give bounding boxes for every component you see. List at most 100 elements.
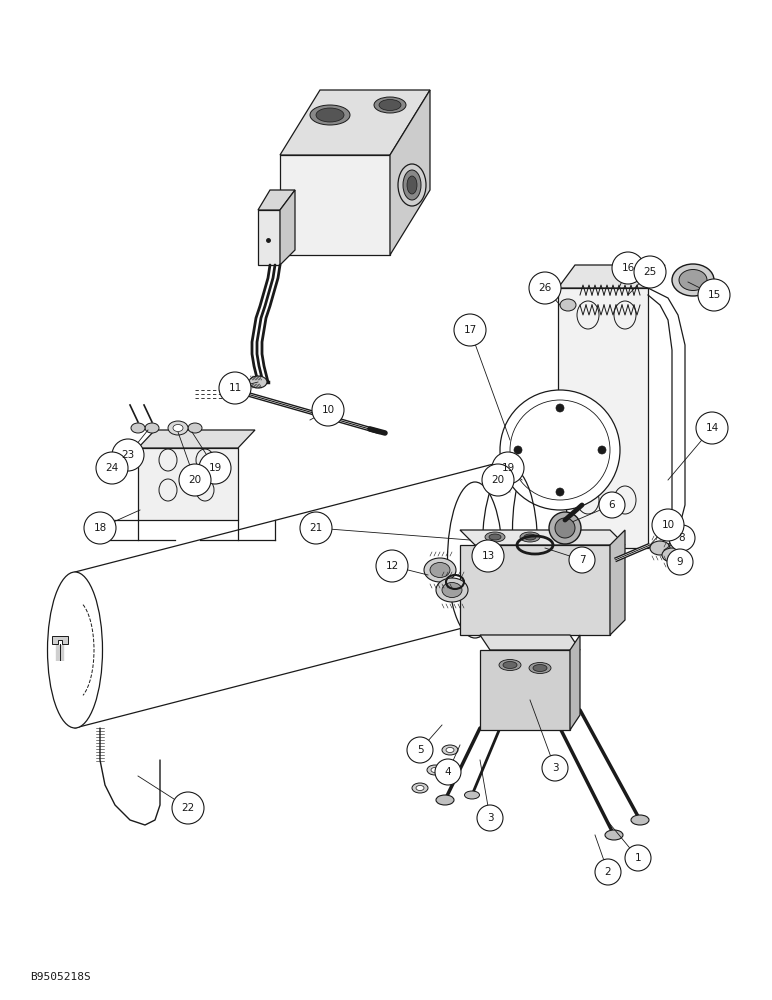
Circle shape [376,550,408,582]
Ellipse shape [442,582,462,597]
Text: 19: 19 [501,463,515,473]
Text: 12: 12 [385,561,398,571]
Text: 9: 9 [677,557,683,567]
Polygon shape [280,155,390,255]
Circle shape [698,279,730,311]
Text: 24: 24 [105,463,119,473]
Circle shape [667,549,693,575]
Ellipse shape [465,791,479,799]
Polygon shape [570,635,580,730]
Circle shape [612,252,644,284]
Ellipse shape [374,97,406,113]
Ellipse shape [403,170,421,200]
Text: 26: 26 [538,283,552,293]
Circle shape [500,390,620,510]
Polygon shape [258,190,295,210]
Circle shape [669,525,695,551]
Circle shape [625,845,651,871]
Text: 20: 20 [492,475,505,485]
Ellipse shape [416,786,424,790]
Text: 1: 1 [635,853,642,863]
Polygon shape [480,650,570,730]
Polygon shape [280,190,295,265]
Text: 4: 4 [445,767,452,777]
Circle shape [542,755,568,781]
Text: 19: 19 [208,463,222,473]
Ellipse shape [424,558,456,582]
Ellipse shape [529,662,551,674]
Polygon shape [480,635,580,650]
Polygon shape [460,530,625,545]
Text: 10: 10 [321,405,334,415]
Ellipse shape [662,548,682,562]
Circle shape [598,446,606,454]
Text: 5: 5 [417,745,423,755]
Circle shape [634,256,666,288]
Ellipse shape [446,748,454,752]
Text: 14: 14 [706,423,719,433]
Ellipse shape [559,534,571,540]
Ellipse shape [555,532,575,542]
Ellipse shape [499,660,521,670]
Ellipse shape [489,534,501,540]
Text: 15: 15 [707,290,720,300]
Text: 2: 2 [604,867,611,877]
Circle shape [555,518,575,538]
Ellipse shape [430,562,450,578]
Ellipse shape [436,578,468,602]
Text: 11: 11 [229,383,242,393]
Polygon shape [138,430,255,448]
Circle shape [96,452,128,484]
Ellipse shape [173,424,183,432]
Ellipse shape [631,815,649,825]
Ellipse shape [672,264,714,296]
Circle shape [112,439,144,471]
Ellipse shape [520,532,540,542]
Ellipse shape [431,768,439,772]
Ellipse shape [168,421,188,435]
Circle shape [179,464,211,496]
Ellipse shape [379,100,401,110]
Circle shape [492,452,524,484]
Ellipse shape [485,532,505,542]
Text: 8: 8 [679,533,686,543]
Ellipse shape [442,745,458,755]
Ellipse shape [145,423,159,433]
Circle shape [595,859,621,885]
Polygon shape [258,210,280,265]
Ellipse shape [513,452,567,608]
Text: 25: 25 [643,267,657,277]
Polygon shape [558,288,648,548]
Circle shape [549,512,581,544]
Ellipse shape [412,783,428,793]
Circle shape [472,540,504,572]
Polygon shape [460,545,610,635]
Ellipse shape [560,299,576,311]
Ellipse shape [427,765,443,775]
Ellipse shape [679,269,707,290]
Circle shape [435,759,461,785]
Ellipse shape [131,423,145,433]
Ellipse shape [436,795,454,805]
Circle shape [84,512,116,544]
Ellipse shape [533,664,547,672]
Ellipse shape [48,572,103,728]
Text: 7: 7 [579,555,585,565]
Polygon shape [390,90,430,255]
Text: 18: 18 [93,523,107,533]
Text: 23: 23 [121,450,134,460]
Polygon shape [280,90,430,155]
Polygon shape [138,448,238,520]
Ellipse shape [524,534,536,540]
Text: 13: 13 [482,551,495,561]
Text: 22: 22 [181,803,195,813]
Circle shape [696,412,728,444]
Text: B9505218S: B9505218S [30,972,91,982]
Text: 21: 21 [310,523,323,533]
Ellipse shape [249,376,267,388]
Polygon shape [52,636,68,644]
Text: 16: 16 [621,263,635,273]
Ellipse shape [503,662,517,668]
Circle shape [219,372,251,404]
Ellipse shape [650,541,670,555]
